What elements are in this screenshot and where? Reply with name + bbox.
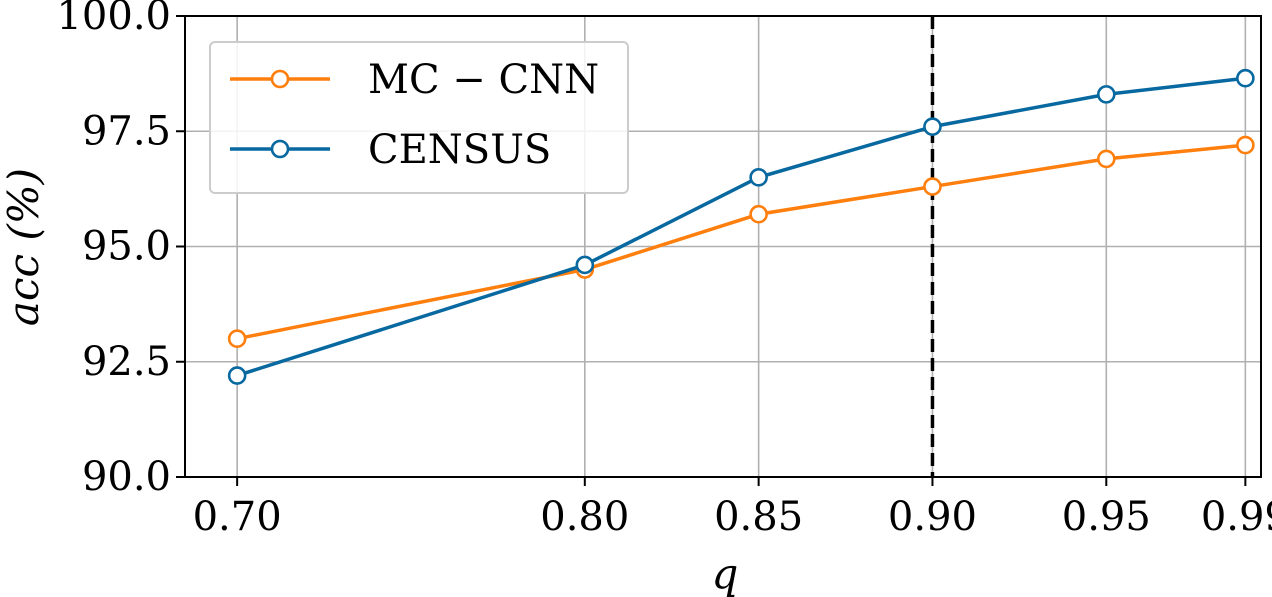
data-point xyxy=(1096,149,1116,169)
x-tick-label: 0.85 xyxy=(714,494,803,540)
x-axis-ticks: 0.70 0.80 0.85 0.90 0.95 0.99 xyxy=(193,477,1272,540)
legend-label: CENSUS xyxy=(368,127,551,173)
legend-swatch-marker xyxy=(270,139,290,159)
y-tick-label: 90.0 xyxy=(82,454,171,500)
data-point xyxy=(923,117,942,136)
data-point xyxy=(227,329,247,349)
x-tick-label: 0.90 xyxy=(888,494,977,540)
y-axis-label: acc (%) xyxy=(0,168,48,326)
data-point xyxy=(923,177,942,196)
data-point xyxy=(1236,135,1255,155)
series-0 xyxy=(227,135,1255,349)
series-layer xyxy=(227,68,1255,385)
x-tick-label: 0.70 xyxy=(193,494,282,540)
legend: MC − CNN CENSUS xyxy=(209,41,629,194)
y-tick-label: 97.5 xyxy=(82,108,171,154)
x-axis-label: q xyxy=(712,549,739,597)
data-point xyxy=(1236,68,1255,88)
data-point xyxy=(1096,85,1116,104)
y-axis-ticks: 90.0 92.5 95.0 97.5 100.0 xyxy=(56,0,185,500)
data-point xyxy=(575,255,595,275)
x-tick-label: 0.99 xyxy=(1201,494,1272,540)
y-tick-label: 95.0 xyxy=(82,224,171,270)
data-point xyxy=(749,168,768,187)
series-line xyxy=(236,143,1246,341)
legend-label: MC − CNN xyxy=(368,57,599,103)
series-1 xyxy=(227,68,1255,385)
x-tick-label: 0.80 xyxy=(540,494,629,540)
x-tick-label: 0.95 xyxy=(1062,494,1151,540)
y-tick-label: 92.5 xyxy=(82,339,171,385)
data-point xyxy=(749,204,768,224)
y-tick-label: 100.0 xyxy=(56,0,171,39)
series-line xyxy=(236,76,1246,378)
legend-swatch-marker xyxy=(270,69,290,89)
data-point xyxy=(227,366,247,385)
